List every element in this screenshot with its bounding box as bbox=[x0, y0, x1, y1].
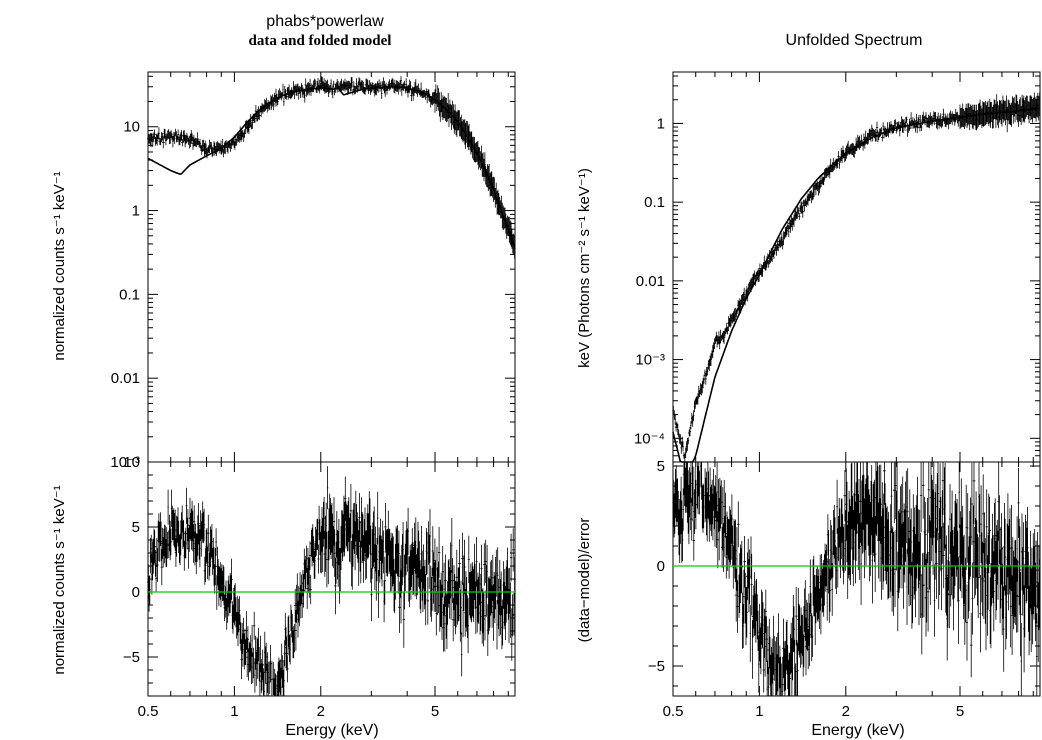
right-top-plot: 10⁻⁴ 10⁻³ 0.01 0.1 1 bbox=[634, 71, 1041, 463]
left-xtick-label: 1 bbox=[230, 703, 238, 720]
left-xtick-label: 2 bbox=[317, 703, 325, 720]
left-panel: phabs*powerlaw data and folded model nor… bbox=[51, 13, 516, 739]
left-bottom-ytick-label: 0 bbox=[132, 584, 140, 601]
left-top-ytick-label: 10 bbox=[123, 119, 140, 136]
right-top-ytick-label: 0.1 bbox=[644, 194, 665, 211]
right-top-model-line bbox=[672, 107, 1041, 463]
right-top-ylabel: keV (Photons cm⁻² s⁻¹ keV⁻¹) bbox=[576, 168, 593, 368]
left-top-plot: 10⁻³ 0.01 0.1 1 10 bbox=[110, 71, 516, 471]
left-top-model-line bbox=[147, 86, 516, 250]
left-residual-points bbox=[147, 466, 516, 696]
right-bottom-ytick-label: −5 bbox=[648, 658, 665, 675]
left-xlabel: Energy (keV) bbox=[285, 722, 378, 739]
right-xtick-label: 1 bbox=[755, 703, 763, 720]
left-xtick-label: 0.5 bbox=[138, 703, 159, 720]
left-xtick-label: 5 bbox=[431, 703, 439, 720]
left-top-ytick-label: 10⁻³ bbox=[110, 454, 140, 471]
right-bottom-ylabel: (data−model)/error bbox=[576, 518, 593, 643]
right-bottom-ytick-label: 5 bbox=[657, 458, 665, 475]
right-top-ytick-label: 10⁻⁴ bbox=[634, 430, 665, 447]
right-title: Unfolded Spectrum bbox=[786, 32, 923, 49]
right-top-ytick-label: 10⁻³ bbox=[635, 352, 665, 369]
left-top-ytick-label: 0.01 bbox=[111, 370, 140, 387]
right-top-ytick-label: 0.01 bbox=[636, 273, 665, 290]
right-xtick-label: 2 bbox=[842, 703, 850, 720]
left-subtitle: data and folded model bbox=[249, 33, 392, 49]
left-bottom-ylabel: normalized counts s⁻¹ keV⁻¹ bbox=[51, 485, 68, 674]
right-xlabel: Energy (keV) bbox=[811, 722, 904, 739]
left-top-ylabel: normalized counts s⁻¹ keV⁻¹ bbox=[51, 171, 68, 360]
right-bottom-plot: −5 0 5 0.5 1 2 5 bbox=[648, 458, 1041, 720]
left-bottom-ytick-label: 5 bbox=[132, 519, 140, 536]
left-bottom-ytick-label: 10 bbox=[123, 454, 140, 471]
left-top-ytick-label: 1 bbox=[132, 203, 140, 220]
left-bottom-ytick-label: −5 bbox=[123, 649, 140, 666]
left-title: phabs*powerlaw bbox=[266, 13, 384, 30]
right-xtick-label: 5 bbox=[956, 703, 964, 720]
right-residual-points bbox=[672, 462, 1041, 696]
right-bottom-ytick-label: 0 bbox=[657, 558, 665, 575]
right-top-ytick-label: 1 bbox=[657, 115, 665, 132]
left-bottom-plot: −5 0 5 10 0.5 1 2 5 bbox=[123, 454, 516, 720]
left-top-ytick-label: 0.1 bbox=[119, 286, 140, 303]
right-panel: Unfolded Spectrum keV (Photons cm⁻² s⁻¹ … bbox=[576, 32, 1041, 739]
right-xtick-label: 0.5 bbox=[663, 703, 684, 720]
